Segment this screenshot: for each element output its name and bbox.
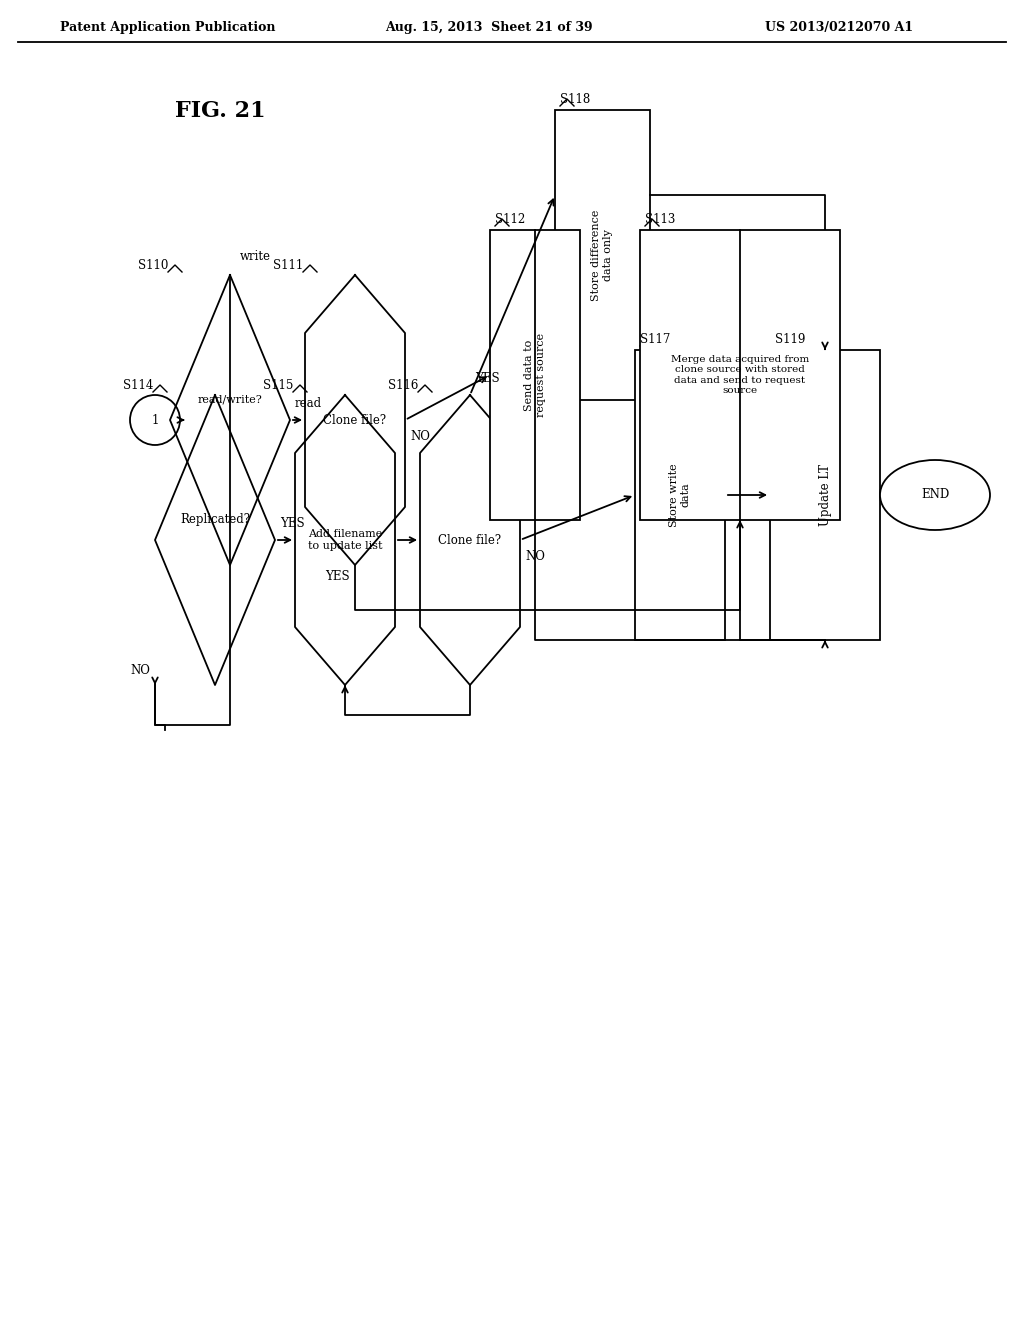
Text: Aug. 15, 2013  Sheet 21 of 39: Aug. 15, 2013 Sheet 21 of 39 [385, 21, 593, 33]
Text: Merge data acquired from
clone source with stored
data and send to request
sourc: Merge data acquired from clone source wi… [671, 355, 809, 395]
Text: Patent Application Publication: Patent Application Publication [60, 21, 275, 33]
Text: Add filename
to update list: Add filename to update list [308, 529, 382, 550]
Text: Clone file?: Clone file? [438, 533, 502, 546]
Text: NO: NO [410, 430, 430, 444]
Text: S119: S119 [775, 333, 805, 346]
Text: S111: S111 [272, 259, 303, 272]
Text: 1: 1 [152, 413, 159, 426]
Text: Clone file?: Clone file? [324, 413, 387, 426]
Bar [555, 110, 650, 400]
Ellipse shape [880, 459, 990, 531]
Text: US 2013/0212070 A1: US 2013/0212070 A1 [765, 21, 913, 33]
Text: write: write [240, 249, 271, 263]
Bar [770, 350, 880, 640]
Text: S110: S110 [137, 259, 168, 272]
Text: YES: YES [475, 372, 500, 385]
Text: Store difference
data only: Store difference data only [591, 210, 612, 301]
Bar [635, 350, 725, 640]
Text: NO: NO [525, 550, 545, 564]
Bar [640, 230, 840, 520]
Text: END: END [921, 488, 949, 502]
Text: S117: S117 [640, 333, 671, 346]
Bar [490, 230, 580, 520]
Text: S113: S113 [645, 213, 676, 226]
Text: S118: S118 [560, 92, 590, 106]
Text: NO: NO [130, 664, 150, 676]
Ellipse shape [130, 395, 180, 445]
Text: read: read [295, 397, 323, 411]
Text: S114: S114 [123, 379, 153, 392]
Text: YES: YES [280, 517, 304, 531]
Text: read/write?: read/write? [198, 395, 262, 405]
Text: S112: S112 [495, 213, 525, 226]
Text: Store write
data: Store write data [670, 463, 691, 527]
Text: Update LT: Update LT [818, 465, 831, 525]
Text: Send data to
request source: Send data to request source [524, 333, 546, 417]
Text: YES: YES [326, 570, 350, 583]
Text: FIG. 21: FIG. 21 [175, 100, 265, 121]
Text: Replicated?: Replicated? [180, 513, 250, 527]
Text: S116: S116 [388, 379, 418, 392]
Text: S115: S115 [262, 379, 293, 392]
